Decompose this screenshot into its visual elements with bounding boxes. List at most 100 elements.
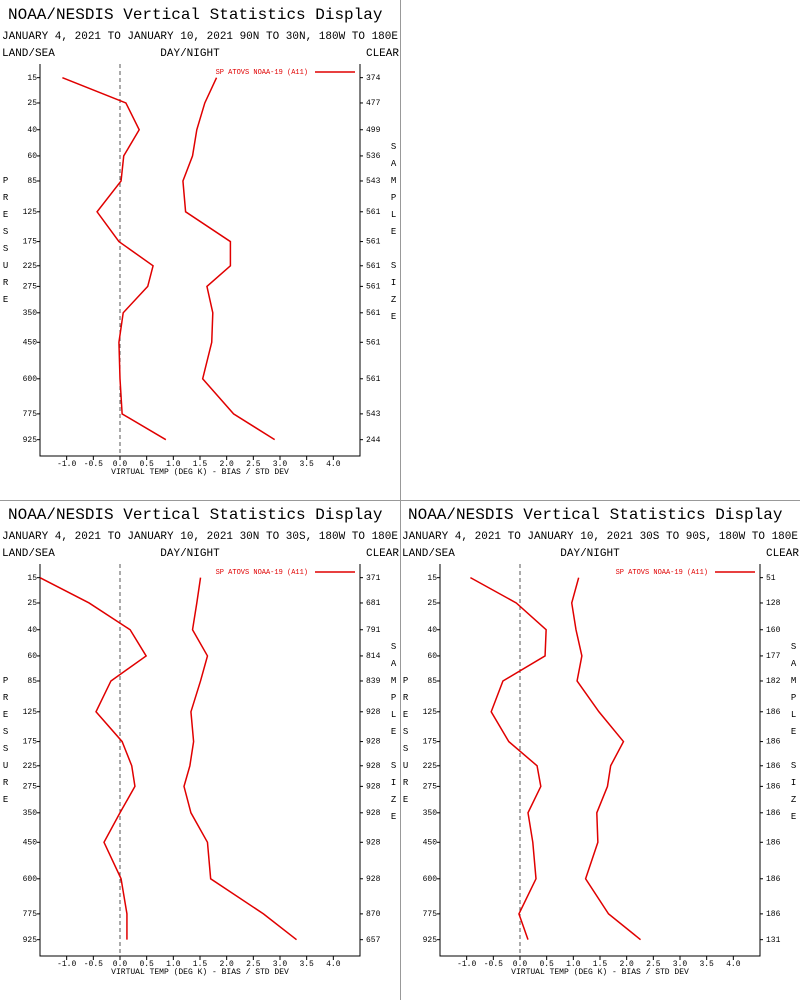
y-tick-label: 85	[27, 677, 37, 686]
x-tick-label: 1.0	[166, 460, 181, 469]
y-tick-label: 25	[27, 599, 37, 608]
x-tick-label: 2.5	[646, 960, 661, 969]
panel-title: NOAA/NESDIS Vertical Statistics Display	[8, 6, 383, 24]
sample-size: 160	[766, 626, 781, 635]
x-tick-label: 0.5	[139, 460, 154, 469]
y-tick-label: 125	[23, 708, 38, 717]
y-tick-label: 25	[427, 599, 437, 608]
y-tick-label: 600	[23, 875, 38, 884]
y-tick-label: 225	[423, 762, 438, 771]
y-tick-label: 925	[23, 436, 38, 445]
sample-size: 870	[366, 910, 381, 919]
x-tick-label: -0.5	[484, 960, 503, 969]
land-sea: LAND/SEA	[2, 548, 55, 560]
y-tick-label: 600	[23, 375, 38, 384]
region: 30S TO 90S, 180W TO 180E	[640, 531, 799, 543]
sample-size: 186	[766, 875, 781, 884]
y-tick-label: 450	[23, 338, 38, 347]
y-tick-label: 925	[23, 936, 38, 945]
y-tick-label: 40	[27, 126, 37, 135]
x-tick-label: 3.5	[299, 960, 314, 969]
x-tick-label: 2.5	[246, 460, 261, 469]
sample-size: 561	[366, 375, 381, 384]
day-night: DAY/NIGHT	[560, 548, 620, 560]
sample-size: 182	[766, 677, 781, 686]
x-axis-label: VIRTUAL TEMP (DEG K) - BIAS / STD DEV	[111, 968, 289, 977]
x-tick-label: -0.5	[84, 960, 103, 969]
x-tick-label: -1.0	[57, 960, 76, 969]
x-tick-label: 0.5	[539, 960, 554, 969]
y2-axis-label: SAMPLE SIZE	[789, 642, 799, 829]
x-tick-label: 0.0	[513, 960, 528, 969]
clear: CLEAR	[366, 48, 399, 60]
y-axis-label: PRESSURE	[1, 676, 11, 812]
x-tick-label: 0.0	[113, 460, 128, 469]
sample-size: 186	[766, 762, 781, 771]
sample-size: 681	[366, 599, 381, 608]
sample-size: 928	[366, 783, 381, 792]
sample-size: 928	[366, 738, 381, 747]
y2-axis-label: SAMPLE SIZE	[389, 142, 399, 329]
date-range: JANUARY 4, 2021 TO JANUARY 10, 2021	[2, 31, 233, 43]
sample-size: 561	[366, 208, 381, 217]
sample-size: 536	[366, 152, 381, 161]
sample-size: 131	[766, 936, 781, 945]
y-tick-label: 175	[23, 738, 38, 747]
date-range: JANUARY 4, 2021 TO JANUARY 10, 2021	[402, 531, 633, 543]
x-tick-label: 2.0	[219, 960, 234, 969]
y-tick-label: 225	[23, 762, 38, 771]
x-tick-label: 0.0	[113, 960, 128, 969]
date-range: JANUARY 4, 2021 TO JANUARY 10, 2021	[2, 531, 233, 543]
x-tick-label: 4.0	[726, 960, 741, 969]
bias-line	[62, 76, 167, 441]
y-tick-label: 925	[423, 936, 438, 945]
legend-label: SP ATOVS NOAA-19 (A11)	[616, 569, 708, 577]
y-tick-label: 125	[423, 708, 438, 717]
sample-size: 839	[366, 677, 381, 686]
y-tick-label: 275	[423, 783, 438, 792]
x-tick-label: 3.0	[673, 960, 688, 969]
y-tick-label: 350	[423, 809, 438, 818]
y-tick-label: 40	[427, 626, 437, 635]
sample-size: 561	[366, 238, 381, 247]
x-axis-label: VIRTUAL TEMP (DEG K) - BIAS / STD DEV	[511, 968, 689, 977]
sample-size: 244	[366, 436, 381, 445]
x-tick-label: 1.0	[166, 960, 181, 969]
panel-title: NOAA/NESDIS Vertical Statistics Display	[8, 506, 383, 524]
sample-size: 928	[366, 762, 381, 771]
day-night: DAY/NIGHT	[160, 548, 220, 560]
sample-size: 371	[366, 574, 381, 583]
sample-size: 499	[366, 126, 381, 135]
x-tick-label: 1.0	[566, 960, 581, 969]
y-tick-label: 600	[423, 875, 438, 884]
sample-size: 543	[366, 177, 381, 186]
y-axis-label: PRESSURE	[401, 676, 411, 812]
y-tick-label: 15	[27, 574, 37, 583]
x-tick-label: 2.5	[246, 960, 261, 969]
y-tick-label: 15	[427, 574, 437, 583]
land-sea: LAND/SEA	[2, 48, 55, 60]
clear: CLEAR	[366, 548, 399, 560]
sample-size: 561	[366, 262, 381, 271]
x-tick-label: 4.0	[326, 960, 341, 969]
sample-size: 186	[766, 738, 781, 747]
y-tick-label: 350	[23, 309, 38, 318]
region: 30N TO 30S, 180W TO 180E	[240, 531, 399, 543]
y-tick-label: 775	[423, 910, 438, 919]
y-tick-label: 175	[23, 238, 38, 247]
y-tick-label: 60	[27, 152, 37, 161]
chart-panel: NOAA/NESDIS Vertical Statistics Display J…	[1, 6, 400, 477]
y-tick-label: 225	[23, 262, 38, 271]
x-tick-label: 2.0	[219, 460, 234, 469]
clear: CLEAR	[766, 548, 799, 560]
land-sea: LAND/SEA	[402, 548, 455, 560]
y-tick-label: 125	[23, 208, 38, 217]
sample-size: 186	[766, 708, 781, 717]
sample-size: 186	[766, 838, 781, 847]
x-tick-label: 3.0	[273, 960, 288, 969]
y-tick-label: 275	[23, 783, 38, 792]
sample-size: 791	[366, 626, 381, 635]
chart-panel: NOAA/NESDIS Vertical Statistics Display J…	[401, 506, 800, 977]
x-tick-label: -0.5	[84, 460, 103, 469]
x-tick-label: 0.5	[139, 960, 154, 969]
